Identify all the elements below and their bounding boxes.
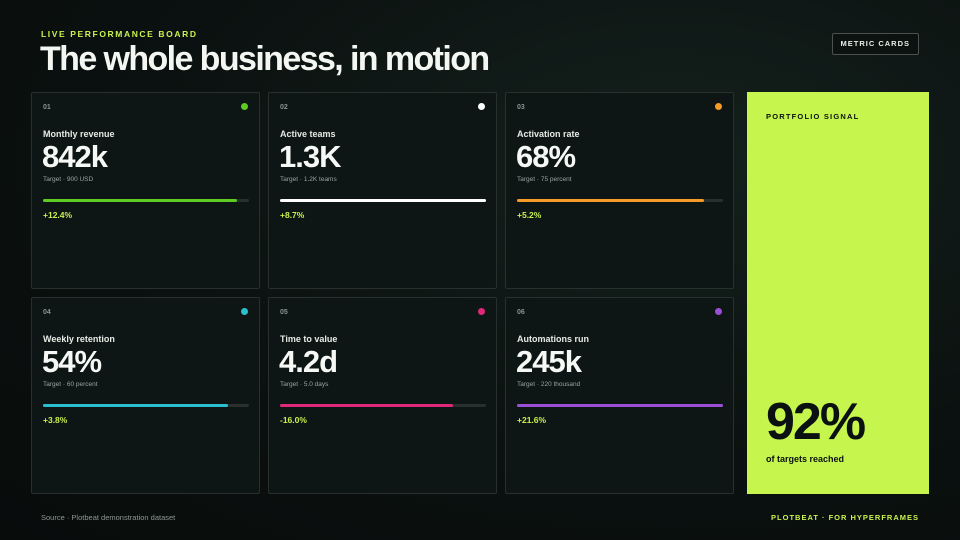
card-number: 04 [43,309,51,316]
metric-card-time-to-value[interactable]: 05 Time to value 4.2d Target · 5.0 days … [268,297,497,494]
metric-card-active-teams[interactable]: 02 Active teams 1.3K Target · 1.2K teams… [268,92,497,289]
card-label: Weekly retention [43,334,115,344]
metric-card-grid: 01 Monthly revenue 842k Target · 900 USD… [31,92,734,494]
progress-track [517,199,723,202]
card-label: Time to value [280,334,338,344]
card-label: Monthly revenue [43,129,115,139]
card-label: Activation rate [517,129,580,139]
progress-track [517,404,723,407]
signal-caption: of targets reached [766,454,845,464]
card-target: Target · 5.0 days [280,381,329,388]
metric-card-automations-run[interactable]: 06 Automations run 245k Target · 220 tho… [505,297,734,494]
card-value: 4.2d [279,344,338,379]
metric-card-activation-rate[interactable]: 03 Activation rate 68% Target · 75 perce… [505,92,734,289]
card-value: 842k [42,139,108,174]
card-target: Target · 220 thousand [517,381,581,388]
progress-fill [280,404,454,407]
portfolio-signal-panel: PORTFOLIO SIGNAL 92% of targets reached [747,92,929,494]
card-target: Target · 75 percent [517,176,572,183]
progress-fill [517,404,723,407]
metric-card-weekly-retention[interactable]: 04 Weekly retention 54% Target · 60 perc… [31,297,260,494]
progress-fill [517,199,705,202]
card-change: +5.2% [517,210,542,220]
card-value: 245k [516,344,582,379]
card-number: 06 [517,309,525,316]
status-dot-icon [715,308,722,315]
status-dot-icon [241,308,248,315]
card-number: 02 [280,104,288,111]
card-value: 54% [42,344,102,379]
metric-card-monthly-revenue[interactable]: 01 Monthly revenue 842k Target · 900 USD… [31,92,260,289]
status-dot-icon [241,103,248,110]
progress-fill [43,404,229,407]
page-title: The whole business, in motion [40,40,490,78]
brand-footer: PLOTBEAT · FOR HYPERFRAMES [771,513,919,522]
source-note: Source · Plotbeat demonstration dataset [41,513,176,522]
card-change: +12.4% [43,210,73,220]
card-value: 68% [516,139,576,174]
status-dot-icon [478,103,485,110]
card-change: +21.6% [517,415,547,425]
progress-track [280,199,486,202]
card-target: Target · 1.2K teams [280,176,337,183]
card-target: Target · 900 USD [43,176,94,183]
progress-track [43,404,249,407]
metric-cards-badge[interactable]: METRIC CARDS [831,33,919,55]
signal-label: PORTFOLIO SIGNAL [766,112,860,121]
card-number: 05 [280,309,288,316]
card-change: +3.8% [43,415,68,425]
card-label: Active teams [280,129,336,139]
signal-value: 92% [766,393,866,451]
card-label: Automations run [517,334,589,344]
progress-track [43,199,249,202]
card-number: 01 [43,104,51,111]
card-number: 03 [517,104,525,111]
progress-fill [43,199,237,202]
progress-fill [280,199,486,202]
card-change: +8.7% [280,210,305,220]
card-change: -16.0% [280,415,307,425]
status-dot-icon [715,103,722,110]
board-eyebrow: LIVE PERFORMANCE BOARD [41,29,198,39]
progress-track [280,404,486,407]
card-target: Target · 60 percent [43,381,98,388]
status-dot-icon [478,308,485,315]
card-value: 1.3K [279,139,341,174]
